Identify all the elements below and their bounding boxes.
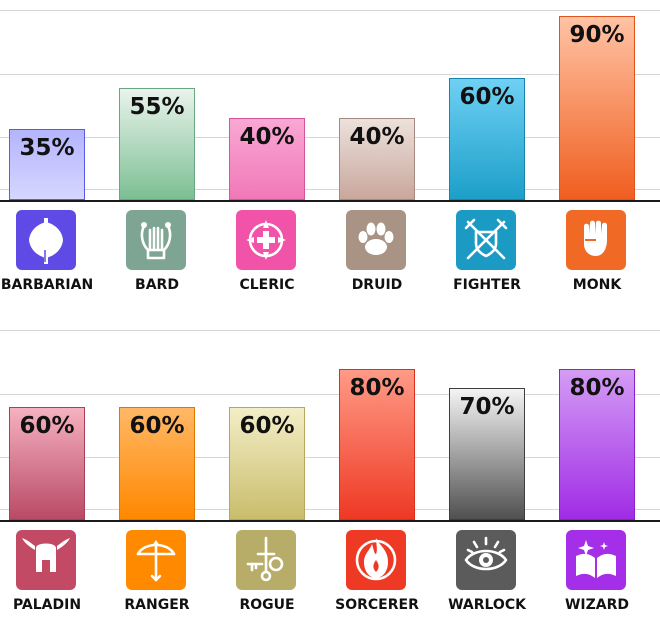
bar-ranger [119, 407, 195, 520]
gridline [0, 137, 660, 138]
winged-helmet-icon [16, 530, 76, 590]
class-name-paladin: PALADIN [12, 597, 82, 613]
bar-bard [119, 88, 195, 200]
class-name-rogue: ROGUE [239, 597, 295, 613]
flame-icon [346, 530, 406, 590]
bar-fighter [449, 78, 525, 200]
bar-monk [559, 16, 635, 200]
lyre-icon [126, 210, 186, 270]
class-name-warlock: WARLOCK [448, 597, 526, 613]
value-label-paladin: 60% [19, 413, 75, 439]
class-name-cleric: CLERIC [239, 277, 295, 293]
value-label-wizard: 80% [569, 375, 625, 401]
value-label-rogue: 60% [239, 413, 295, 439]
value-label-sorcerer: 80% [349, 375, 405, 401]
paw-icon [346, 210, 406, 270]
class-name-druid: DRUID [351, 277, 403, 293]
bar-cleric [229, 118, 305, 200]
gridline [0, 74, 660, 75]
spellbook-icon [566, 530, 626, 590]
class-name-fighter: FIGHTER [453, 277, 521, 293]
value-label-barbarian: 35% [19, 135, 75, 161]
eye-icon [456, 530, 516, 590]
dagger-key-icon [236, 530, 296, 590]
bar-druid [339, 118, 415, 200]
bar-paladin [9, 407, 85, 520]
axe-icon [16, 210, 76, 270]
crossed-swords-shield-icon [456, 210, 516, 270]
bar-sorcerer [339, 369, 415, 520]
value-label-fighter: 60% [459, 84, 515, 110]
bar-rogue [229, 407, 305, 520]
bar-warlock [449, 388, 525, 520]
bar-barbarian [9, 129, 85, 200]
class-name-wizard: WIZARD [564, 597, 630, 613]
class-name-sorcerer: SORCERER [335, 597, 419, 613]
x-axis-baseline [0, 200, 660, 202]
class-name-barbarian: BARBARIAN [0, 277, 94, 293]
gridline [0, 10, 660, 11]
bar-wizard [559, 369, 635, 520]
class-name-monk: MONK [572, 277, 622, 293]
gridline [0, 509, 660, 510]
class-name-bard: BARD [135, 277, 179, 293]
gridline [0, 394, 660, 395]
gridline [0, 457, 660, 458]
gridline [0, 189, 660, 190]
value-label-ranger: 60% [129, 413, 185, 439]
gridline [0, 330, 660, 331]
value-label-druid: 40% [349, 124, 405, 150]
bow-arrow-icon [126, 530, 186, 590]
value-label-cleric: 40% [239, 124, 295, 150]
value-label-bard: 55% [129, 94, 185, 120]
class-name-ranger: RANGER [124, 597, 190, 613]
fist-icon [566, 210, 626, 270]
holy-cross-icon [236, 210, 296, 270]
x-axis-baseline [0, 520, 660, 522]
value-label-monk: 90% [569, 22, 625, 48]
value-label-warlock: 70% [459, 394, 515, 420]
